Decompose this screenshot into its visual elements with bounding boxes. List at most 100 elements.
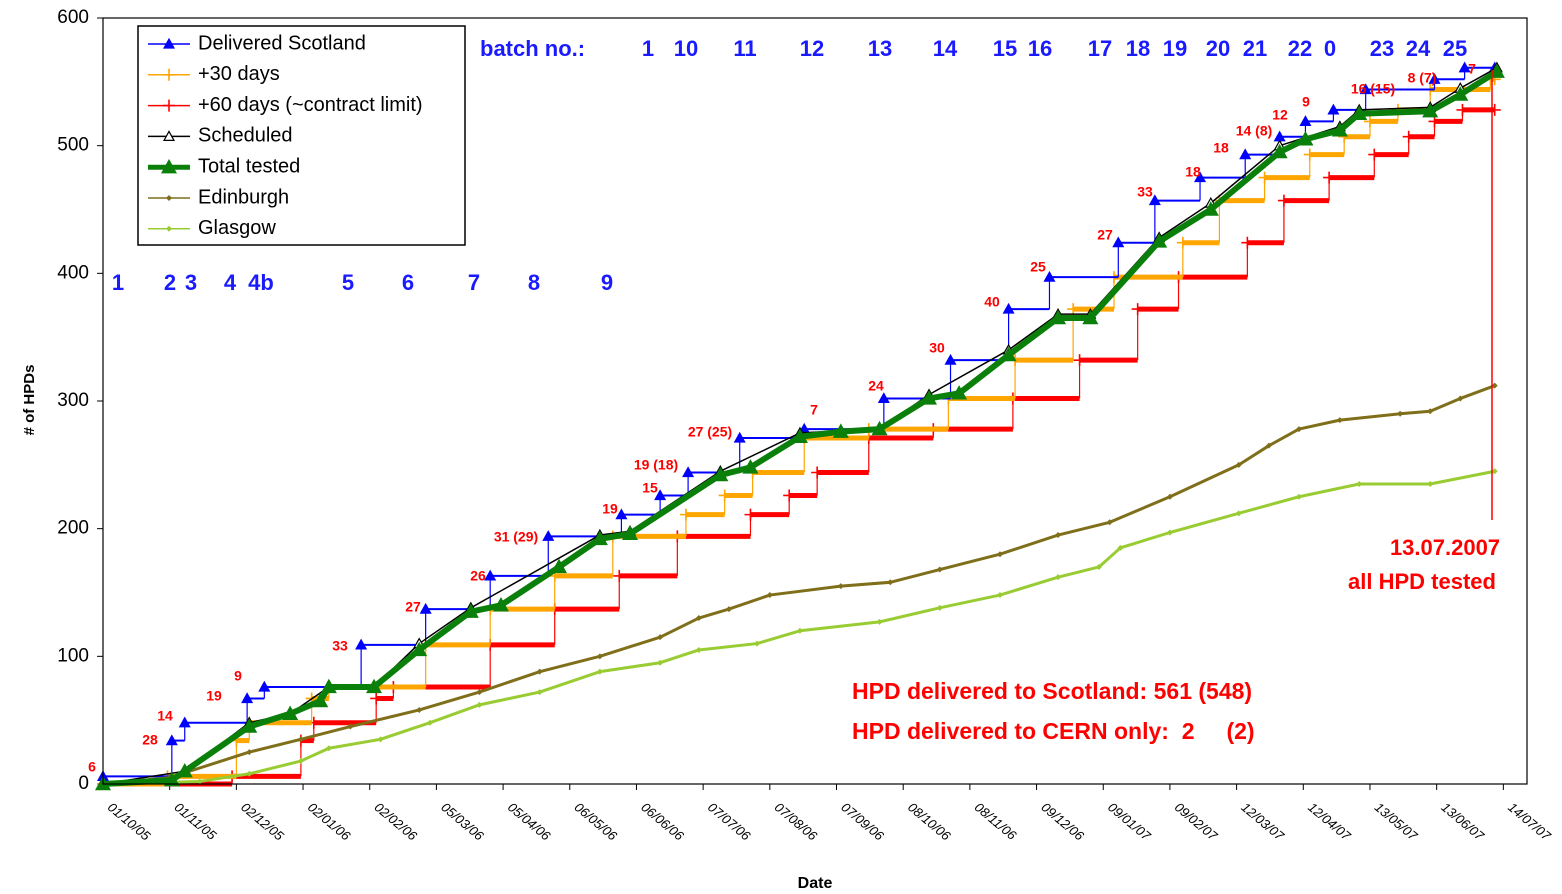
marker xyxy=(1331,122,1348,137)
legend-label: Edinburgh xyxy=(198,186,289,208)
marker xyxy=(1427,480,1434,487)
delivery-count: 31 (29) xyxy=(494,529,538,545)
legend-marker xyxy=(163,68,175,81)
marker xyxy=(246,749,253,756)
batch-number: 4 xyxy=(224,270,237,295)
marker xyxy=(1299,115,1312,127)
delivery-count: 19 xyxy=(206,688,222,704)
marker xyxy=(1457,395,1464,402)
batch-number: 15 xyxy=(993,36,1017,61)
marker xyxy=(766,592,773,599)
marker xyxy=(492,597,509,612)
marker xyxy=(1050,309,1067,325)
marker xyxy=(679,508,692,521)
marker xyxy=(551,558,568,574)
legend-marker xyxy=(162,37,176,49)
batch-number: 16 xyxy=(1028,36,1052,61)
marker xyxy=(536,668,543,675)
batch-number: 21 xyxy=(1243,36,1267,61)
batch-number: 2 xyxy=(164,270,176,295)
legend-label: Scheduled xyxy=(198,125,293,147)
marker xyxy=(1456,103,1469,116)
legend-label: +30 days xyxy=(198,63,280,85)
batch-number: 3 xyxy=(185,270,197,295)
marker xyxy=(370,692,383,705)
marker xyxy=(596,653,603,660)
marker xyxy=(1235,461,1242,468)
completion-date: 13.07.2007 xyxy=(1390,535,1500,560)
delivery-count: 24 xyxy=(868,378,884,394)
marker xyxy=(1000,346,1017,362)
marker xyxy=(176,762,193,778)
marker xyxy=(742,459,759,474)
delivery-count: 27 xyxy=(405,599,421,615)
legend-label: +60 days (~contract limit) xyxy=(198,94,423,116)
marker xyxy=(462,603,479,618)
marker xyxy=(832,423,849,438)
delivery-count: 9 xyxy=(1302,94,1310,110)
marker xyxy=(542,530,555,541)
marker xyxy=(695,615,702,622)
marker xyxy=(325,745,332,752)
summary-note: HPD delivered to Scotland: 561 (548) xyxy=(852,678,1252,704)
marker xyxy=(1271,143,1288,159)
marker xyxy=(1176,236,1189,249)
marker xyxy=(366,678,383,694)
marker xyxy=(1043,270,1056,282)
marker xyxy=(695,646,702,653)
marker xyxy=(1323,171,1336,184)
delivery-count: 15 xyxy=(642,480,658,496)
marker xyxy=(1402,130,1415,143)
marker xyxy=(1295,426,1302,433)
marker xyxy=(657,659,664,666)
marker xyxy=(1265,442,1272,449)
marker xyxy=(1356,480,1363,487)
marker xyxy=(178,716,191,728)
marker xyxy=(1055,532,1062,539)
delivery-count: 26 xyxy=(470,568,486,584)
delivery-count: 14 xyxy=(157,708,173,724)
legend-marker xyxy=(160,158,178,174)
marker xyxy=(377,736,384,743)
marker xyxy=(596,668,603,675)
batch-number: 7 xyxy=(468,270,480,295)
marker xyxy=(936,604,943,611)
marker xyxy=(944,353,957,365)
marker xyxy=(744,508,757,521)
marker xyxy=(1488,103,1501,116)
marker xyxy=(484,569,497,581)
marker xyxy=(1106,519,1113,526)
batch-number: 24 xyxy=(1406,36,1431,61)
marker xyxy=(811,466,824,479)
marker xyxy=(1336,417,1343,424)
marker xyxy=(1073,354,1086,367)
delivery-count: 25 xyxy=(1030,259,1046,275)
marker xyxy=(621,525,639,540)
batch-heading: batch no.: xyxy=(480,36,585,61)
marker xyxy=(1095,563,1102,570)
batch-number: 8 xyxy=(528,270,540,295)
legend-marker xyxy=(166,225,172,232)
marker xyxy=(871,420,888,436)
marker xyxy=(1458,61,1471,73)
marker xyxy=(1067,303,1080,316)
marker xyxy=(246,770,253,777)
marker xyxy=(1166,529,1173,536)
marker xyxy=(297,758,304,765)
marker xyxy=(1427,408,1434,415)
y-tick-label: 600 xyxy=(57,7,89,28)
marker xyxy=(426,719,433,726)
marker xyxy=(1351,105,1368,120)
delivery-count: 16 (15) xyxy=(1351,81,1395,97)
marker xyxy=(1368,148,1381,161)
y-axis-label: # of HPDs xyxy=(21,365,38,436)
x-axis-label: Date xyxy=(798,875,833,892)
y-tick-label: 200 xyxy=(57,518,89,539)
marker xyxy=(1491,382,1498,389)
delivery-count: 30 xyxy=(929,340,945,356)
marker xyxy=(419,602,432,614)
marker xyxy=(1327,103,1340,115)
marker xyxy=(1241,236,1254,249)
